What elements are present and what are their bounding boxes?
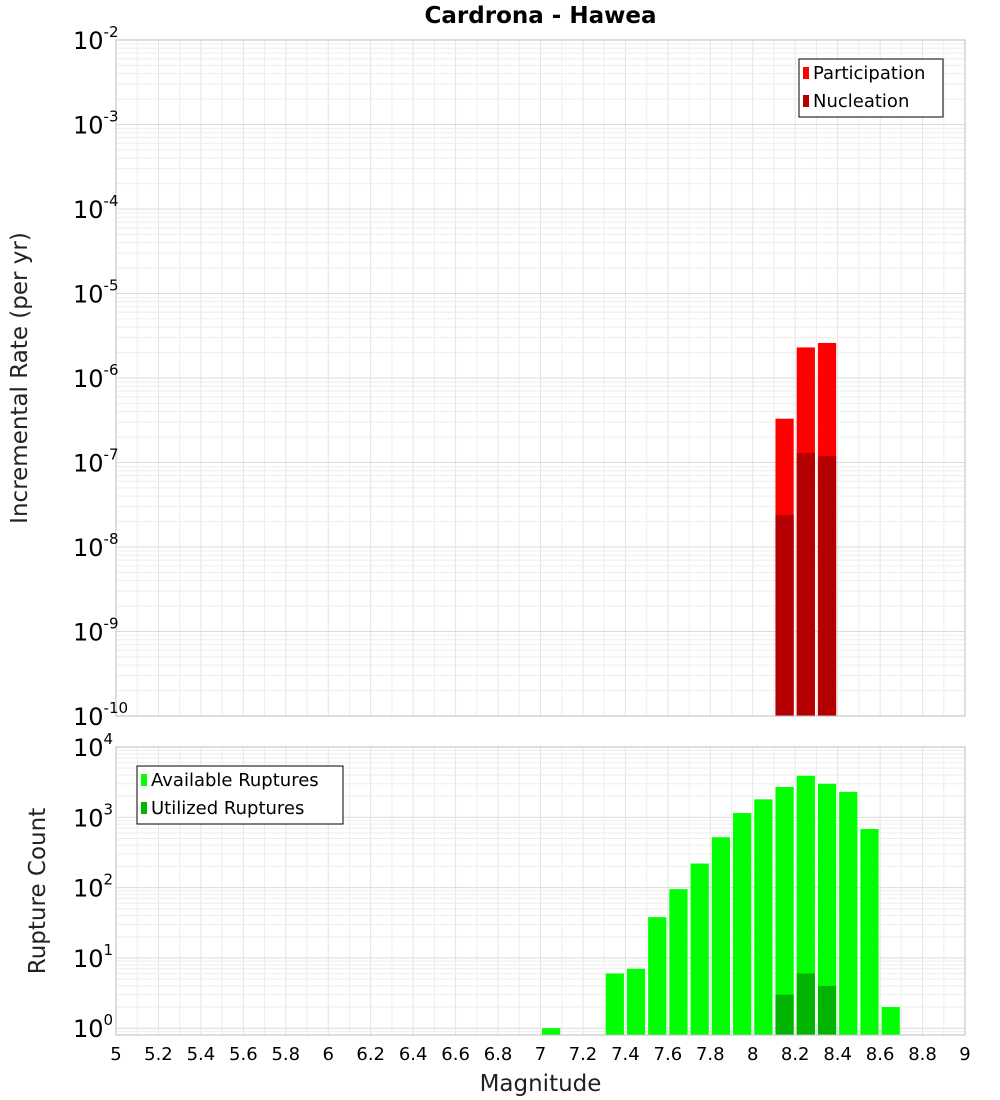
- y-tick-label: 102: [73, 871, 113, 903]
- x-tick-label: 6.8: [484, 1044, 513, 1065]
- legend-label: Participation: [813, 63, 925, 84]
- bar-available-ruptures: [711, 837, 731, 1035]
- bar-available-ruptures: [839, 791, 858, 1035]
- y-tick-label: 104: [73, 730, 113, 762]
- bar-available-ruptures: [626, 968, 646, 1035]
- x-tick-label: 7.8: [696, 1044, 725, 1065]
- chart-panel-1: 10-10 10-9 10-8 10-7 10-6 10-5 10-4 10-3 10-2 Inc…: [7, 3, 966, 731]
- legend-label: Utilized Ruptures: [151, 798, 304, 819]
- y-tick-label: 10-5: [73, 277, 119, 309]
- bar-available-ruptures: [796, 775, 815, 1035]
- y-tick-label: 10-4: [73, 192, 119, 224]
- x-tick-label: 5.4: [187, 1044, 216, 1065]
- bar-available-ruptures: [881, 1007, 900, 1035]
- x-tick-label: 6.6: [441, 1044, 470, 1065]
- bar-available-ruptures: [605, 973, 624, 1035]
- x-tick-label: 8.4: [823, 1044, 852, 1065]
- x-tick-label: 5.2: [144, 1044, 173, 1065]
- x-tick-label: 8: [747, 1044, 758, 1065]
- bar-available-ruptures: [669, 889, 688, 1035]
- chart-panel-2: 100 101 102 103 104 Rupture Count 5 5.2 5.4 5.6 5.…: [25, 730, 971, 1097]
- x-tick-label: 7: [535, 1044, 546, 1065]
- x-tick-label: 6.4: [399, 1044, 428, 1065]
- y-tick-label: 10-9: [73, 615, 119, 647]
- y-tick-label: 10-10: [73, 699, 128, 731]
- bar-nucleation: [817, 455, 837, 716]
- legend-swatch: [141, 774, 147, 786]
- bar-available-ruptures: [648, 917, 667, 1035]
- bar-utilized-ruptures: [796, 973, 815, 1035]
- legend-label: Nucleation: [813, 91, 909, 112]
- bar-utilized-ruptures: [817, 985, 837, 1035]
- bar-utilized-ruptures: [775, 994, 794, 1035]
- bar-available-ruptures: [860, 829, 879, 1035]
- x-tick-label: 8.6: [866, 1044, 895, 1065]
- y-tick-label: 10-7: [73, 446, 119, 478]
- y-tick-label: 100: [73, 1011, 113, 1043]
- bar-available-ruptures: [690, 863, 709, 1035]
- x-tick-label: 7.2: [569, 1044, 598, 1065]
- x-tick-label: 5.6: [229, 1044, 258, 1065]
- y-tick-label: 10-3: [73, 108, 119, 140]
- x-tick-label: 7.4: [611, 1044, 640, 1065]
- y-axis-label: Incremental Rate (per yr): [7, 232, 33, 524]
- legend-swatch: [803, 95, 809, 107]
- bar-available-ruptures: [542, 1028, 561, 1035]
- y-tick-label: 10-8: [73, 530, 119, 562]
- legend-box: [798, 58, 944, 118]
- bar-nucleation: [796, 452, 815, 716]
- x-tick-label: 6.2: [356, 1044, 385, 1065]
- bar-available-ruptures: [817, 783, 837, 1035]
- y-tick-label: 10-2: [73, 23, 119, 55]
- plot-border: [115, 39, 966, 717]
- chart-title: Cardrona - Hawea: [425, 3, 657, 29]
- x-tick-label: 8.2: [781, 1044, 810, 1065]
- x-tick-label: 5.8: [271, 1044, 300, 1065]
- bar-available-ruptures: [754, 799, 773, 1035]
- x-axis-label: Magnitude: [480, 1071, 602, 1097]
- legend: Participation Nucleation: [798, 58, 944, 118]
- bar-available-ruptures: [775, 786, 794, 1035]
- x-tick-label: 7.6: [654, 1044, 683, 1065]
- bar-available-ruptures: [733, 813, 752, 1035]
- x-tick-label: 6: [323, 1044, 334, 1065]
- legend-label: Available Ruptures: [151, 770, 319, 791]
- legend-box: [136, 765, 344, 825]
- y-axis-label: Rupture Count: [25, 808, 51, 974]
- y-tick-label: 103: [73, 800, 113, 832]
- bar-nucleation: [775, 514, 794, 716]
- legend-swatch: [141, 802, 147, 814]
- x-tick-label: 9: [959, 1044, 970, 1065]
- y-tick-label: 10-6: [73, 361, 119, 393]
- x-tick-label: 5: [110, 1044, 121, 1065]
- legend: Available Ruptures Utilized Ruptures: [136, 765, 344, 825]
- y-tick-label: 101: [73, 941, 113, 973]
- x-tick-label: 8.8: [908, 1044, 937, 1065]
- plot-border: [115, 746, 966, 1036]
- legend-swatch: [803, 67, 809, 79]
